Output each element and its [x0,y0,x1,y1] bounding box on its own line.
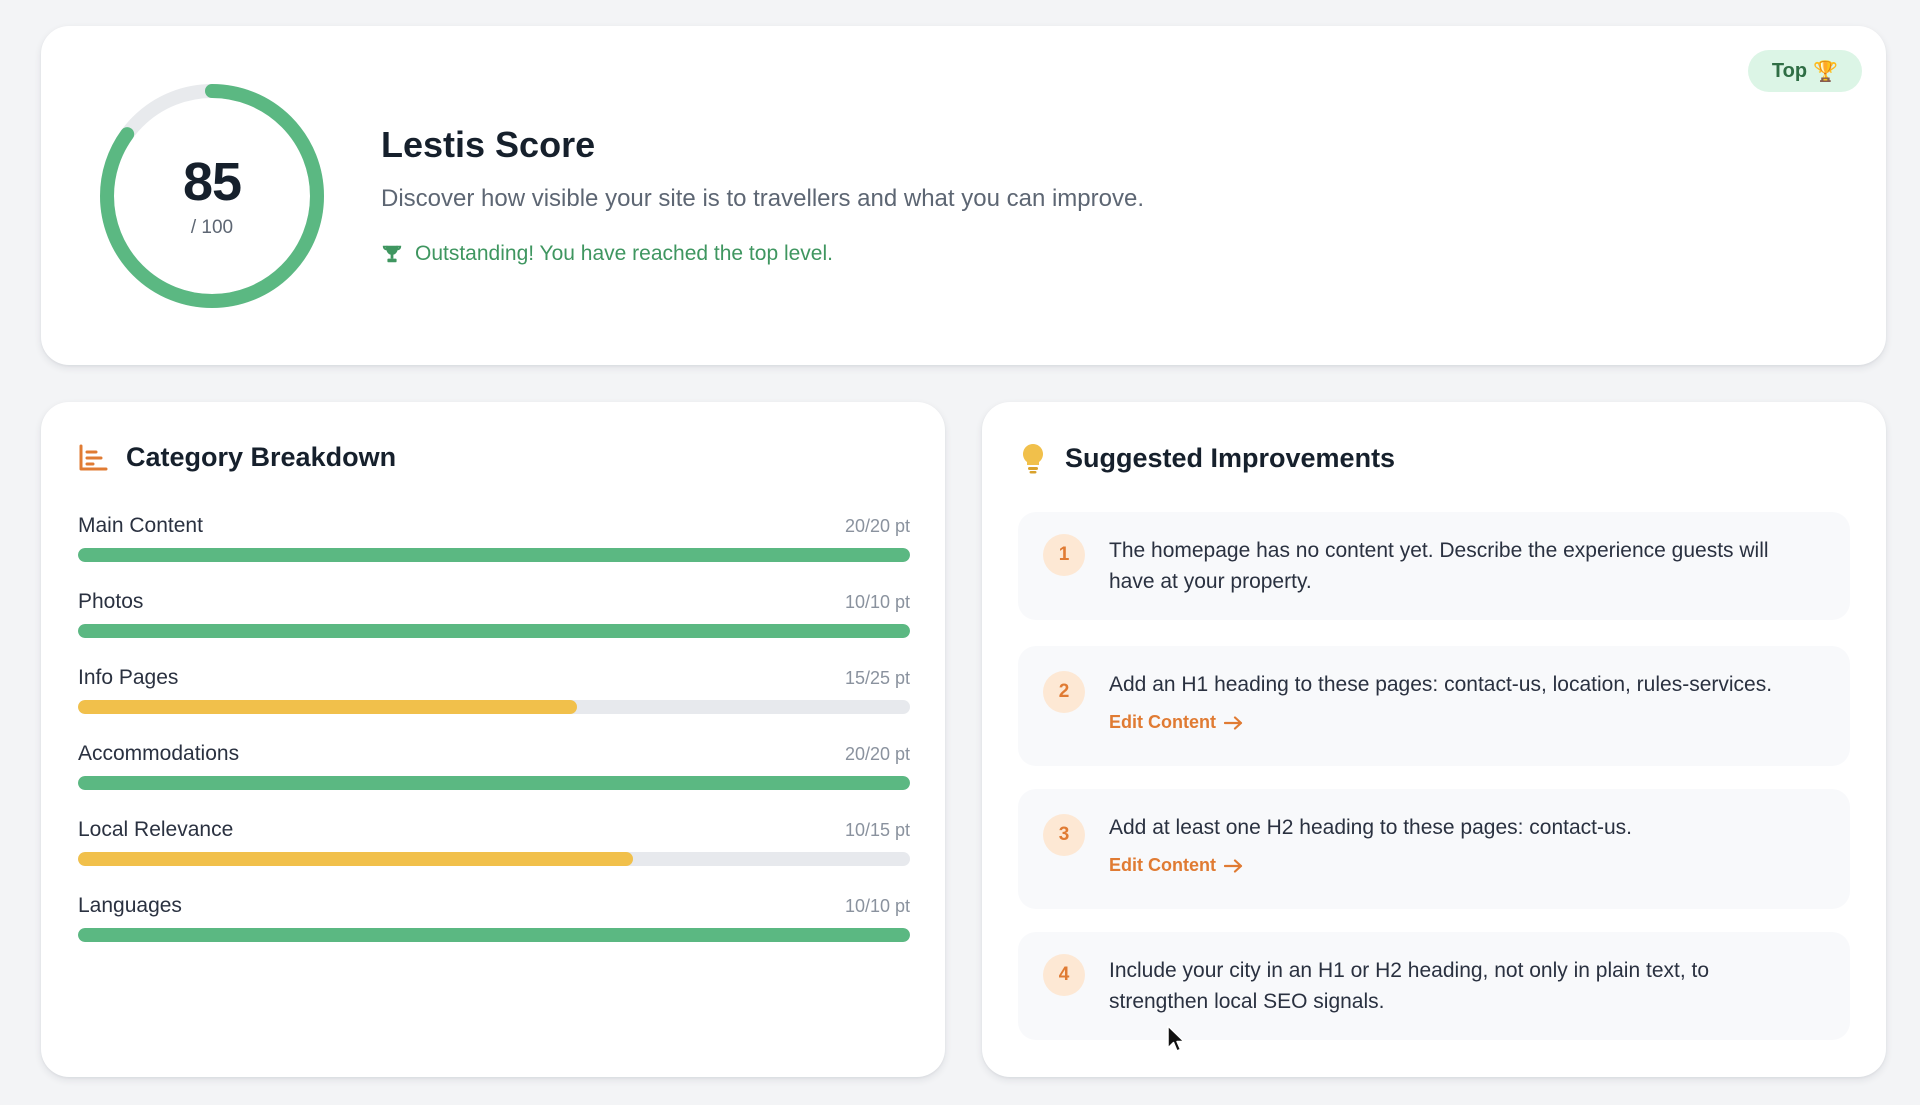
level-badge-label: Top [1771,59,1808,82]
category-row: Info Pages 15/25 pt [78,666,910,742]
suggested-improvements-card: Suggested Improvements 1 The homepage has… [982,402,1886,1077]
category-progress-fill [78,928,910,942]
category-progress-track [78,852,910,866]
score-value: 85 [182,152,242,212]
category-list: Main Content 20/20 pt Photos 10/10 pt Info P… [78,514,910,970]
score-gauge: 85 / 100 [95,79,329,313]
improvement-text: Add at least one H2 heading to these pag… [1109,816,1633,839]
score-status-text: Outstanding! You have reached the top le… [415,242,833,265]
category-progress-fill [78,776,910,790]
category-progress-fill [78,624,910,638]
category-progress-track [78,624,910,638]
lightbulb-icon [1023,444,1043,474]
category-label: Local Relevance [78,818,234,841]
category-label: Info Pages [78,666,179,689]
suggested-improvements-title: Suggested Improvements [1065,442,1396,473]
improvement-text: Include your city in an H1 or H2 heading… [1109,959,1710,1013]
arrow-right-icon [1223,715,1243,730]
score-gauge-arc [100,84,324,308]
trophy-icon [382,245,402,263]
category-points: 15/25 pt [844,668,910,688]
category-row: Local Relevance 10/15 pt [78,818,910,894]
bar-chart-icon [79,444,108,470]
score-description: Discover how visible your site is to tra… [381,185,1144,212]
category-points: 20/20 pt [844,516,910,536]
category-progress-track [78,776,910,790]
category-progress-fill [78,700,578,714]
cursor-icon [1167,1025,1185,1052]
category-progress-fill [78,548,910,562]
level-badge: Top 🏆 [1747,50,1862,92]
score-max: / 100 [190,217,234,238]
category-row: Photos 10/10 pt [78,590,910,666]
category-label: Accommodations [78,742,240,765]
category-progress-track [78,928,910,942]
improvement-text: Add an H1 heading to these pages: contac… [1109,673,1773,696]
category-points: 10/10 pt [844,592,910,612]
improvement-item: 3 Add at least one H2 heading to these pa… [1018,789,1850,909]
edit-content-link[interactable]: Edit Content [1109,855,1244,876]
category-breakdown-title: Category Breakdown [126,442,397,472]
score-status: Outstanding! You have reached the top le… [381,242,833,266]
improvement-number: 3 [1043,814,1085,856]
category-points: 10/15 pt [844,820,910,840]
category-label: Languages [78,894,182,917]
category-row: Main Content 20/20 pt [78,514,910,590]
improvement-item: 4 Include your city in an H1 or H2 headin… [1018,932,1850,1040]
category-progress-track [78,700,910,714]
improvement-text: The homepage has no content yet. Describ… [1109,539,1769,593]
improvement-number: 1 [1043,534,1085,576]
score-gauge-ring [100,84,324,308]
category-row: Accommodations 20/20 pt [78,742,910,818]
trophy-icon: 🏆 [1813,60,1838,83]
category-label: Photos [78,590,144,613]
edit-content-label: Edit Content [1109,855,1216,875]
improvement-number: 4 [1043,954,1085,996]
arrow-right-icon [1223,858,1243,873]
suggested-improvements-header: Suggested Improvements [1019,442,1395,474]
improvement-item: 2 Add an H1 heading to these pages: conta… [1018,646,1850,766]
category-breakdown-header: Category Breakdown [78,442,396,473]
category-progress-fill [78,852,633,866]
category-points: 20/20 pt [844,744,910,764]
category-row: Languages 10/10 pt [78,894,910,970]
improvement-item: 1 The homepage has no content yet. Descri… [1018,512,1850,620]
category-breakdown-card: Category Breakdown Main Content 20/20 pt P… [41,402,945,1077]
score-card: 85 / 100 Lestis Score Discover how visib… [41,26,1886,365]
category-progress-track [78,548,910,562]
edit-content-label: Edit Content [1109,712,1216,732]
edit-content-link[interactable]: Edit Content [1109,712,1244,733]
improvement-number: 2 [1043,671,1085,713]
category-label: Main Content [78,514,203,537]
category-points: 10/10 pt [844,896,910,916]
page-title: Lestis Score [381,124,596,165]
